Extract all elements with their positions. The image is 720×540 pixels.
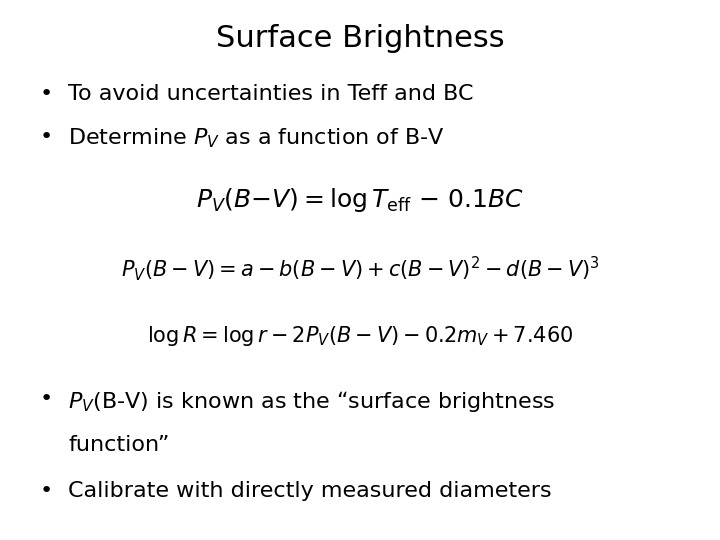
Text: function”: function” (68, 435, 170, 455)
Text: To avoid uncertainties in Teff and BC: To avoid uncertainties in Teff and BC (68, 84, 474, 104)
Text: $P_V$(B-V) is known as the “surface brightness: $P_V$(B-V) is known as the “surface brig… (68, 389, 556, 414)
Text: Surface Brightness: Surface Brightness (216, 24, 504, 53)
Text: •: • (40, 481, 53, 501)
Text: Calibrate with directly measured diameters: Calibrate with directly measured diamete… (68, 481, 552, 501)
Text: •: • (40, 389, 53, 409)
Text: Determine $P_V$ as a function of B-V: Determine $P_V$ as a function of B-V (68, 127, 445, 151)
Text: •: • (40, 127, 53, 147)
Text: $P_V(B{-}V){=}\log T_{\rm eff}\ {-}\ 0.1BC$: $P_V(B{-}V){=}\log T_{\rm eff}\ {-}\ 0.1… (196, 186, 524, 214)
Text: $P_V(B-V) = a - b(B-V) + c(B-V)^2 - d(B-V)^3$: $P_V(B-V) = a - b(B-V) + c(B-V)^2 - d(B-… (120, 254, 600, 282)
Text: $\log R = \log r - 2P_V(B-V) - 0.2m_V + 7.460$: $\log R = \log r - 2P_V(B-V) - 0.2m_V + … (147, 324, 573, 348)
Text: •: • (40, 84, 53, 104)
